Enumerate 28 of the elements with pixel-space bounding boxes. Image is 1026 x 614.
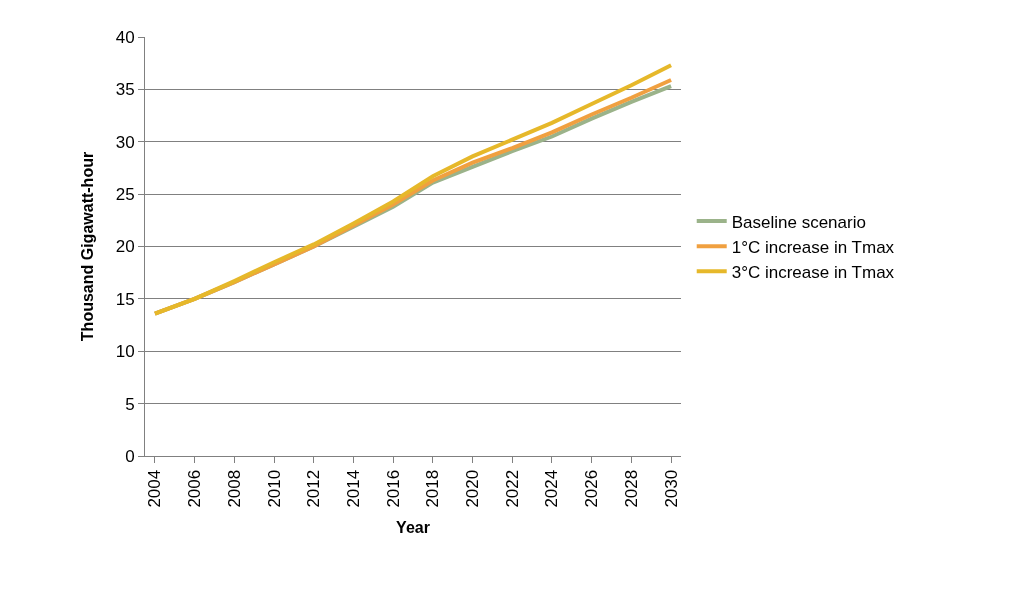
x-tick-label: 2020 — [463, 469, 483, 508]
x-tick-label: 2006 — [185, 469, 205, 508]
y-tick-label: 30 — [115, 132, 135, 152]
y-tick-label: 5 — [125, 394, 135, 414]
x-tick-label: 2026 — [582, 469, 602, 508]
y-tick-label: 35 — [115, 80, 135, 100]
x-tick-label: 2030 — [661, 469, 681, 508]
x-tick-label: 2012 — [304, 469, 324, 508]
x-axis-title: Year — [396, 519, 430, 537]
x-tick-label: 2022 — [502, 469, 522, 508]
x-tick-label: 2016 — [383, 469, 403, 508]
x-tick-label: 2004 — [145, 469, 165, 508]
x-tick-label: 2024 — [542, 469, 562, 508]
y-axis-title: Thousand Gigawatt-hour — [78, 151, 96, 342]
y-tick-label: 0 — [125, 446, 135, 466]
legend-label: 1°C increase in Tmax — [731, 237, 895, 257]
x-tick-label: 2008 — [224, 469, 244, 508]
x-tick-label: 2014 — [343, 469, 363, 508]
y-tick-label: 15 — [115, 289, 135, 309]
x-tick-label: 2010 — [264, 469, 284, 508]
y-tick-label: 25 — [115, 185, 135, 205]
legend-label: 3°C increase in Tmax — [731, 262, 895, 282]
x-tick-label: 2018 — [423, 469, 443, 508]
x-tick-label: 2028 — [621, 469, 641, 508]
legend-label: Baseline scenario — [731, 212, 866, 232]
y-tick-label: 40 — [115, 27, 135, 47]
y-tick-label: 20 — [115, 237, 135, 257]
y-tick-label: 10 — [115, 342, 135, 362]
